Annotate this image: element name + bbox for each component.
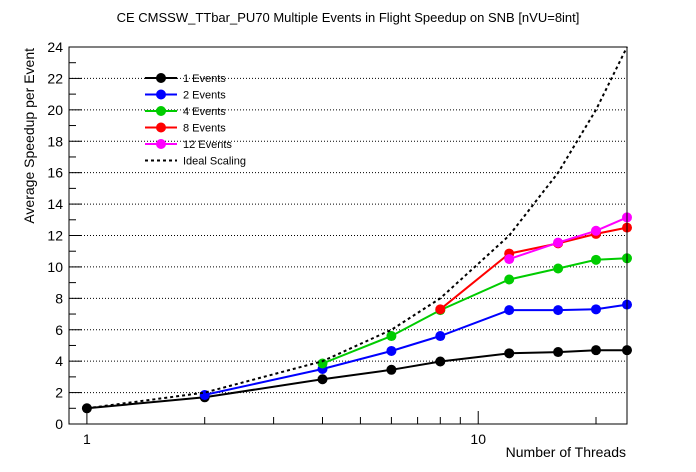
y-tick-label-14: 14 [47, 196, 63, 212]
series-0-point-6 [553, 347, 564, 358]
x-tick-label-10: 10 [470, 431, 486, 447]
y-tick-label-22: 22 [47, 70, 63, 86]
series-1-point-6 [591, 304, 602, 315]
series-0-point-5 [504, 348, 515, 359]
series-2-point-0 [317, 358, 328, 369]
series-1-point-2 [386, 345, 397, 356]
legend-label-0: 1 Events [183, 73, 226, 85]
grid [69, 77, 627, 394]
series-line-0 [86, 349, 627, 410]
series-line-5 [86, 46, 628, 410]
series-4-point-1 [553, 237, 564, 248]
legend: 1 Events 2 Events 4 Events 8 Events 12 Event… [145, 73, 246, 168]
series-2-point-3 [504, 274, 515, 285]
legend-marker-0 [156, 73, 166, 83]
series-3-point-0 [435, 304, 446, 315]
series-2-point-1 [386, 331, 397, 342]
y-tick-label-4: 4 [55, 353, 63, 369]
legend-marker-3 [156, 122, 166, 133]
series-layer [81, 46, 632, 414]
y-axis-label: Average Speedup per Event [21, 48, 37, 224]
y-tick-label-12: 12 [47, 228, 63, 244]
series-0-point-2 [317, 374, 328, 385]
legend-label-4: 12 Events [183, 139, 232, 151]
legend-label-1: 2 Events [183, 90, 226, 102]
legend-marker-1 [156, 89, 166, 100]
y-tick-label-16: 16 [47, 165, 63, 181]
x-tick-label-1: 1 [83, 431, 91, 447]
legend-label-5: Ideal Scaling [183, 156, 246, 168]
series-0-point-7 [591, 345, 602, 356]
series-1-point-3 [435, 331, 446, 342]
y-tick-label-2: 2 [55, 385, 63, 401]
legend-label-3: 8 Events [183, 123, 226, 135]
series-1-point-4 [504, 305, 515, 316]
y-tick-label-20: 20 [47, 102, 63, 118]
legend-marker-2 [156, 106, 166, 116]
y-tick-label-18: 18 [47, 133, 63, 149]
y-tick-label-10: 10 [47, 259, 63, 275]
series-4-point-0 [504, 254, 515, 265]
y-tick-label-0: 0 [55, 416, 63, 432]
series-4-point-2 [591, 225, 602, 236]
legend-label-2: 4 Events [183, 106, 226, 118]
y-tick-label-8: 8 [55, 290, 63, 306]
y-tick-label-24: 24 [47, 39, 63, 55]
y-tick-label-6: 6 [55, 322, 63, 338]
series-2-point-4 [553, 263, 564, 274]
series-line-2 [322, 257, 628, 365]
series-1-point-5 [553, 305, 564, 316]
series-2-point-5 [591, 254, 602, 265]
series-0-point-3 [386, 364, 397, 375]
chart-title: CE CMSSW_TTbar_PU70 Multiple Events in F… [117, 10, 580, 25]
legend-marker-4 [156, 139, 166, 149]
series-0-point-4 [435, 356, 446, 367]
x-axis-label: Number of Threads [506, 444, 626, 460]
series-line-4 [508, 216, 628, 261]
series-line-1 [204, 303, 628, 396]
